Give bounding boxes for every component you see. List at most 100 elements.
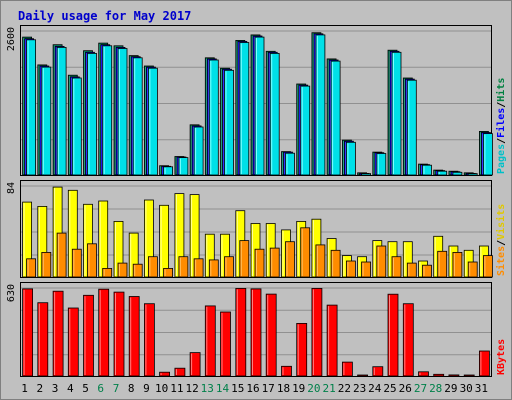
bar-pages-day-28: Pages 28: 70 bbox=[437, 170, 448, 176]
bar-kbytes-day-15: KBytes 15: 630 bbox=[235, 287, 247, 377]
bar-kbytes-day-22: KBytes 22: 100 bbox=[341, 361, 353, 377]
bar-sites-day-26: Sites 26: 13 bbox=[406, 262, 417, 278]
bar-kbytes-day-30: KBytes 30: 5 bbox=[463, 374, 475, 377]
bar-pages-day-5: Pages 5: 2230 bbox=[87, 53, 97, 176]
x-tick-label-day-27: 27 bbox=[414, 382, 427, 395]
y-series-label-part: / bbox=[496, 138, 507, 144]
bar-pages-day-4: Pages 4: 1780 bbox=[71, 77, 82, 176]
bar-sites-day-10: Sites 10: 8 bbox=[163, 267, 174, 278]
x-tick-label-day-28: 28 bbox=[429, 382, 442, 395]
y-max-label: 2600 bbox=[6, 27, 17, 51]
bar-sites-day-19: Sites 19: 46 bbox=[300, 227, 311, 278]
series-kbytes: KBytes 1: 626KBytes 2: 527KBytes 3: 610K… bbox=[22, 287, 490, 377]
bar-sites-day-13: Sites 13: 16 bbox=[208, 259, 219, 278]
x-tick-label-day-3: 3 bbox=[52, 382, 59, 395]
bar-sites-day-5: Sites 5: 31 bbox=[87, 243, 97, 278]
x-tick-label-day-29: 29 bbox=[444, 382, 457, 395]
bar-sites-day-23: Sites 23: 14 bbox=[361, 261, 372, 278]
bar-kbytes-day-28: KBytes 28: 12 bbox=[433, 373, 445, 377]
bar-pages-day-27: Pages 27: 180 bbox=[422, 164, 432, 176]
bar-sites-day-27: Sites 27: 11 bbox=[422, 264, 432, 278]
y-series-label: Sites/Visits bbox=[495, 204, 507, 276]
y-series-label-part: Hits bbox=[495, 78, 507, 102]
panel-kbytes: 630 KBytes KBytes 1: 626KBytes 2: 527KByte… bbox=[6, 282, 507, 377]
bar-pages-day-31: Pages 31: 760 bbox=[482, 133, 493, 176]
bar-sites-day-1: Sites 1: 17 bbox=[26, 258, 37, 278]
bar-pages-day-12: Pages 12: 880 bbox=[193, 126, 204, 176]
x-tick-label-day-30: 30 bbox=[460, 382, 473, 395]
bar-kbytes-day-8: KBytes 8: 572 bbox=[128, 296, 140, 377]
bar-sites-day-22: Sites 22: 15 bbox=[345, 260, 356, 278]
bar-pages-day-25: Pages 25: 2250 bbox=[391, 51, 402, 176]
bar-sites-day-4: Sites 4: 26 bbox=[71, 248, 82, 278]
bar-pages-day-29: Pages 29: 50 bbox=[452, 171, 463, 176]
bar-kbytes-day-1: KBytes 1: 626 bbox=[22, 288, 34, 377]
bar-kbytes-day-9: KBytes 9: 520 bbox=[143, 303, 155, 377]
x-tick-label-day-19: 19 bbox=[292, 382, 305, 395]
bar-pages-day-8: Pages 8: 2150 bbox=[132, 57, 143, 176]
x-tick-label-day-25: 25 bbox=[383, 382, 396, 395]
bar-sites-day-30: Sites 30: 14 bbox=[467, 261, 478, 278]
bar-pages-day-30: Pages 30: 25 bbox=[467, 173, 478, 176]
bar-kbytes-day-17: KBytes 17: 589 bbox=[265, 293, 277, 377]
bar-pages-day-6: Pages 6: 2370 bbox=[102, 45, 113, 176]
bar-pages-day-2: Pages 2: 1980 bbox=[41, 66, 52, 176]
y-series-label: KBytes bbox=[496, 339, 507, 375]
x-tick-label-day-18: 18 bbox=[277, 382, 290, 395]
y-series-label-part: KBytes bbox=[496, 339, 507, 375]
bar-pages-day-3: Pages 3: 2340 bbox=[56, 47, 67, 176]
y-series-label-part: Sites bbox=[495, 246, 507, 276]
bar-kbytes-day-11: KBytes 11: 56 bbox=[174, 367, 186, 377]
bar-kbytes-day-25: KBytes 25: 588 bbox=[387, 293, 399, 377]
bar-kbytes-day-18: KBytes 18: 70 bbox=[281, 365, 292, 377]
panel-frame bbox=[20, 180, 492, 278]
bar-pages-day-16: Pages 16: 2530 bbox=[254, 36, 265, 176]
y-series-label: Pages/Files/Hits bbox=[495, 78, 507, 174]
x-tick-label-day-4: 4 bbox=[67, 382, 74, 395]
bar-sites-day-25: Sites 25: 19 bbox=[391, 256, 402, 278]
bar-pages-day-24: Pages 24: 395 bbox=[376, 153, 387, 176]
panel-frame bbox=[20, 25, 492, 176]
bar-kbytes-day-26: KBytes 26: 520 bbox=[402, 303, 414, 377]
series-pages: Pages 1: 2480 Pages 2: 1980 Pages 3: 2340 P… bbox=[26, 34, 493, 176]
bar-kbytes-day-20: KBytes 20: 630 bbox=[311, 287, 323, 377]
bar-pages-day-19: Pages 19: 1630 bbox=[300, 85, 311, 176]
bar-sites-day-29: Sites 29: 23 bbox=[452, 251, 463, 278]
bar-kbytes-day-3: KBytes 3: 610 bbox=[52, 290, 64, 377]
bar-pages-day-20: Pages 20: 2570 bbox=[315, 34, 326, 176]
bar-kbytes-day-19: KBytes 19: 378 bbox=[296, 322, 308, 377]
bar-sites-day-21: Sites 21: 25 bbox=[330, 249, 341, 278]
x-tick-label-day-14: 14 bbox=[216, 382, 230, 395]
bar-pages-day-15: Pages 15: 2430 bbox=[239, 42, 250, 176]
bar-kbytes-day-29: KBytes 29: 8 bbox=[448, 374, 460, 377]
x-tick-label-day-24: 24 bbox=[368, 382, 382, 395]
bar-sites-day-2: Sites 2: 23 bbox=[41, 251, 52, 278]
bar-pages-day-10: Pages 10: 150 bbox=[163, 166, 174, 176]
x-axis-day-labels: 1 2 3 4 5 6 7 8 9 10 11 12 13 14 15 16 17 18 19 20 21 22 23 24 2… bbox=[21, 382, 488, 395]
bar-sites-day-20: Sites 20: 30 bbox=[315, 244, 326, 278]
bar-sites-day-12: Sites 12: 17 bbox=[193, 258, 204, 278]
x-tick-label-day-15: 15 bbox=[231, 382, 244, 395]
bar-sites-day-8: Sites 8: 12 bbox=[132, 263, 143, 278]
bar-kbytes-day-5: KBytes 5: 580 bbox=[83, 294, 94, 377]
bar-sites-day-24: Sites 24: 29 bbox=[376, 245, 387, 278]
bar-pages-day-22: Pages 22: 600 bbox=[345, 141, 356, 176]
y-series-label-part: Files bbox=[495, 108, 507, 138]
bar-sites-day-6: Sites 6: 8 bbox=[102, 267, 113, 278]
bar-pages-day-13: Pages 13: 2110 bbox=[208, 59, 219, 176]
bar-kbytes-day-23: KBytes 23: 5 bbox=[357, 374, 369, 377]
bar-sites-day-17: Sites 17: 27 bbox=[269, 247, 280, 278]
y-max-label: 84 bbox=[6, 182, 17, 194]
x-tick-label-day-13: 13 bbox=[201, 382, 214, 395]
bar-kbytes-day-16: KBytes 16: 626 bbox=[250, 288, 262, 377]
bar-kbytes-day-7: KBytes 7: 603 bbox=[113, 291, 125, 377]
y-max-label: 630 bbox=[6, 284, 17, 302]
x-tick-label-day-17: 17 bbox=[262, 382, 275, 395]
bar-sites-day-14: Sites 14: 19 bbox=[224, 256, 234, 278]
y-series-label-part: Visits bbox=[495, 204, 507, 240]
x-tick-label-day-22: 22 bbox=[338, 382, 351, 395]
bar-kbytes-day-31: KBytes 31: 180 bbox=[478, 350, 490, 377]
